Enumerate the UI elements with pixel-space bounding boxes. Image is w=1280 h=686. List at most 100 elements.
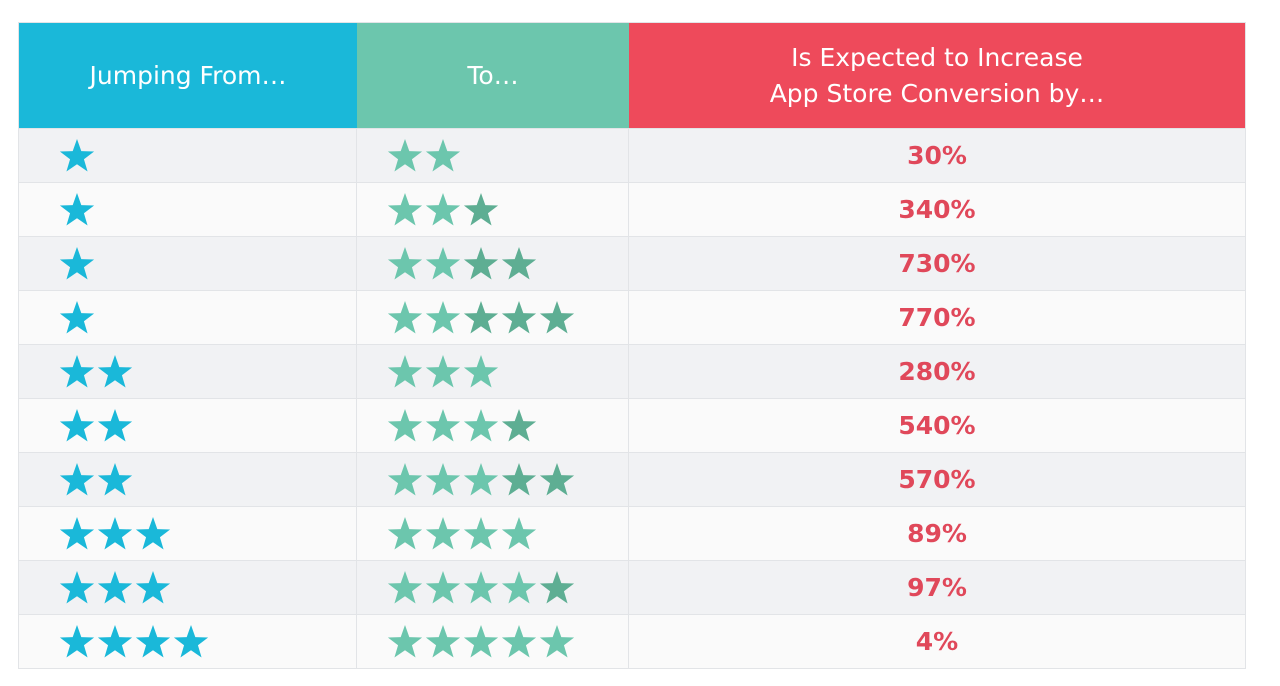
star: [501, 300, 537, 334]
star: [135, 624, 171, 658]
star: [59, 354, 95, 388]
star: [463, 246, 499, 280]
increase-value: 770%: [898, 303, 976, 332]
star: [97, 408, 133, 442]
increase-value: 30%: [907, 141, 967, 170]
from-cell: [19, 129, 357, 182]
table-row: 770%: [19, 290, 1245, 344]
increase-cell: 540%: [629, 399, 1245, 452]
increase-value: 280%: [898, 357, 976, 386]
star: [135, 516, 171, 550]
star: [97, 516, 133, 550]
star: [59, 570, 95, 604]
increase-cell: 570%: [629, 453, 1245, 506]
table-row: 570%: [19, 452, 1245, 506]
star: [501, 462, 537, 496]
star: [425, 408, 461, 442]
star: [463, 516, 499, 550]
star: [425, 462, 461, 496]
star: [539, 300, 575, 334]
star: [97, 354, 133, 388]
header-cell: To…: [357, 23, 629, 128]
star: [97, 570, 133, 604]
star: [59, 408, 95, 442]
from-cell: [19, 453, 357, 506]
star: [501, 408, 537, 442]
star: [539, 624, 575, 658]
star: [387, 570, 423, 604]
increase-cell: 97%: [629, 561, 1245, 614]
table-row: 89%: [19, 506, 1245, 560]
increase-cell: 770%: [629, 291, 1245, 344]
star: [387, 138, 423, 172]
table-row: 730%: [19, 236, 1245, 290]
to-cell: [357, 399, 629, 452]
star: [463, 408, 499, 442]
increase-value: 570%: [898, 465, 976, 494]
star: [387, 300, 423, 334]
star: [501, 624, 537, 658]
star: [501, 246, 537, 280]
star: [463, 624, 499, 658]
star: [387, 462, 423, 496]
from-cell: [19, 183, 357, 236]
star: [425, 192, 461, 226]
from-cell: [19, 561, 357, 614]
header-row: Jumping From… To… Is Expected to Increas…: [19, 23, 1245, 128]
from-cell: [19, 345, 357, 398]
increase-value: 340%: [898, 195, 976, 224]
star: [59, 516, 95, 550]
increase-value: 540%: [898, 411, 976, 440]
table-row: 340%: [19, 182, 1245, 236]
from-cell: [19, 291, 357, 344]
star: [463, 354, 499, 388]
star: [59, 300, 95, 334]
star: [425, 300, 461, 334]
to-cell: [357, 561, 629, 614]
increase-cell: 89%: [629, 507, 1245, 560]
increase-value: 97%: [907, 573, 967, 602]
increase-cell: 730%: [629, 237, 1245, 290]
star: [59, 192, 95, 226]
star: [463, 192, 499, 226]
star: [59, 462, 95, 496]
star: [425, 354, 461, 388]
table-row: 4%: [19, 614, 1245, 668]
to-cell: [357, 453, 629, 506]
increase-value: 89%: [907, 519, 967, 548]
star: [425, 624, 461, 658]
star: [539, 462, 575, 496]
star: [387, 354, 423, 388]
to-cell: [357, 237, 629, 290]
increase-cell: 280%: [629, 345, 1245, 398]
star: [97, 624, 133, 658]
increase-value: 730%: [898, 249, 976, 278]
star: [59, 246, 95, 280]
star: [59, 624, 95, 658]
from-cell: [19, 399, 357, 452]
star: [387, 516, 423, 550]
from-cell: [19, 507, 357, 560]
star: [387, 408, 423, 442]
table-row: 280%: [19, 344, 1245, 398]
table-row: 97%: [19, 560, 1245, 614]
star: [387, 192, 423, 226]
star: [463, 300, 499, 334]
star: [463, 570, 499, 604]
star: [463, 462, 499, 496]
to-cell: [357, 183, 629, 236]
increase-value: 4%: [915, 627, 959, 656]
from-cell: [19, 237, 357, 290]
to-cell: [357, 507, 629, 560]
star: [387, 624, 423, 658]
increase-cell: 340%: [629, 183, 1245, 236]
header-cell: Is Expected to Increase App Store Conver…: [629, 23, 1245, 128]
header-cell: Jumping From…: [19, 23, 357, 128]
star: [425, 570, 461, 604]
star: [425, 138, 461, 172]
increase-cell: 4%: [629, 615, 1245, 668]
to-cell: [357, 615, 629, 668]
star: [97, 462, 133, 496]
table: Jumping From… To… Is Expected to Increas…: [18, 22, 1246, 669]
